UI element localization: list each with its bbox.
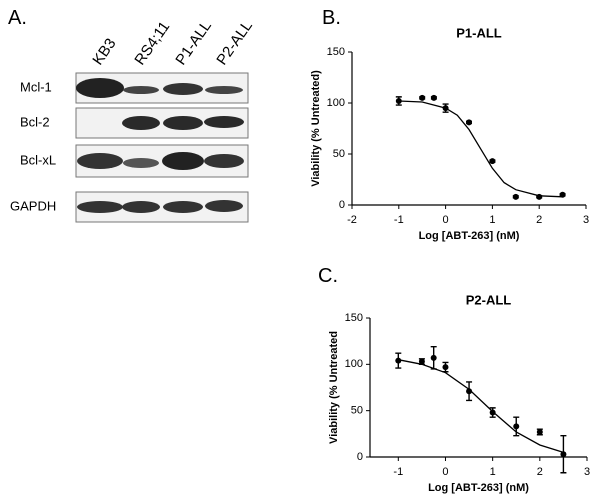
y-tick-label: 100 <box>345 358 363 370</box>
band <box>163 201 203 213</box>
chart-title: P2-ALL <box>466 292 512 307</box>
data-point <box>536 193 543 200</box>
band <box>162 152 204 170</box>
data-point <box>512 193 519 200</box>
band <box>122 201 160 213</box>
x-tick-label: -2 <box>347 214 357 226</box>
row-label: Bcl-2 <box>20 114 50 129</box>
y-tick-label: 0 <box>357 451 363 463</box>
y-axis-label: Viability (% Untreated) <box>310 70 322 187</box>
data-point <box>395 357 402 364</box>
panel-label: B. <box>322 7 341 29</box>
fit-curve <box>398 359 564 454</box>
band <box>77 153 123 169</box>
y-tick-label: 150 <box>327 46 345 58</box>
band <box>122 116 160 130</box>
x-axis-label: Log [ABT-263] (nM) <box>419 230 520 242</box>
band <box>205 86 243 94</box>
row-label: Mcl-1 <box>20 79 52 94</box>
panel-label: A. <box>8 7 27 29</box>
lane-label: KB3 <box>89 35 119 68</box>
data-point <box>559 191 566 198</box>
y-tick-label: 0 <box>339 199 345 211</box>
data-point <box>513 423 520 430</box>
y-axis-label: Viability (% Untreated <box>328 331 340 444</box>
data-point <box>395 97 402 104</box>
fit-curve <box>398 100 563 198</box>
band <box>163 83 203 95</box>
row-label: GAPDH <box>10 198 56 213</box>
x-tick-label: 1 <box>489 214 495 226</box>
lane-label: RS4;11 <box>131 18 173 68</box>
blot: KB3 RS4;11 P1-ALL P2-ALL Mcl-1 Bcl-2 Bcl… <box>10 18 256 223</box>
y-tick-label: 150 <box>345 312 363 324</box>
band <box>123 86 159 94</box>
lane-label: P1-ALL <box>172 18 215 69</box>
y-tick-label: 50 <box>333 148 345 160</box>
data-point <box>430 94 437 101</box>
data-point <box>560 451 567 458</box>
lane-label: P2-ALL <box>213 18 256 69</box>
panel-label: C. <box>318 265 338 287</box>
x-tick-label: 3 <box>584 466 590 478</box>
data-point <box>442 105 449 112</box>
x-tick-label: 0 <box>442 466 448 478</box>
data-point <box>489 409 496 416</box>
data-point <box>466 119 472 126</box>
band <box>204 116 244 128</box>
data-point <box>466 388 473 395</box>
x-tick-label: 2 <box>536 214 542 226</box>
band <box>123 158 159 168</box>
x-tick-label: 0 <box>443 214 449 226</box>
data-point <box>536 428 543 435</box>
x-tick-label: 3 <box>583 214 589 226</box>
y-tick-label: 100 <box>327 97 345 109</box>
x-axis-label: Log [ABT-263] (nM) <box>428 482 529 494</box>
data-point <box>418 358 425 365</box>
x-tick-label: 1 <box>490 466 496 478</box>
data-point <box>442 364 449 371</box>
y-tick-label: 50 <box>351 405 363 417</box>
data-point <box>419 94 426 101</box>
band <box>76 78 124 98</box>
x-tick-label: -1 <box>393 466 403 478</box>
data-point <box>430 354 437 361</box>
band <box>205 200 243 212</box>
x-tick-label: -1 <box>394 214 404 226</box>
chart-title: P1-ALL <box>456 25 502 40</box>
band <box>163 116 203 130</box>
band <box>77 201 123 213</box>
data-point <box>489 158 496 165</box>
row-label: Bcl-xL <box>20 152 56 167</box>
band <box>204 154 244 168</box>
x-tick-label: 2 <box>537 466 543 478</box>
